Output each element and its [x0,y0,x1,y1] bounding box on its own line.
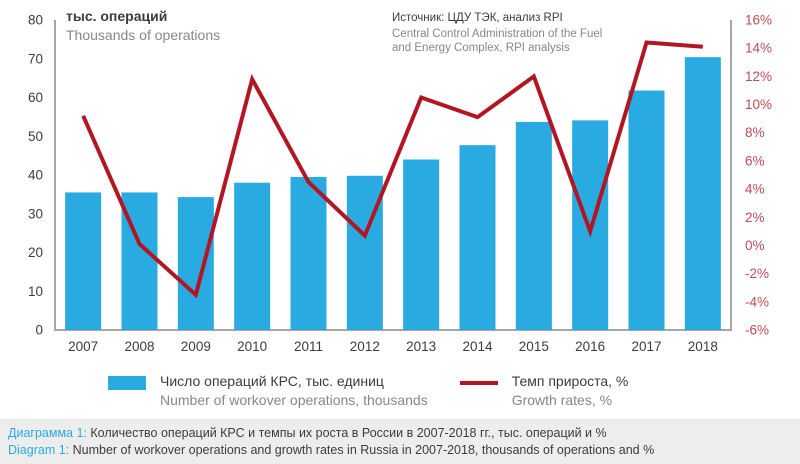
legend-texts-line: Темп прироста, % Growth rates, % [512,372,629,416]
right-axis-tick-14: 14% [745,41,772,56]
caption-ru-text: Количество операций КРС и темпы их роста… [86,426,607,440]
combo-chart-svg: 0 10 20 30 40 50 60 70 80 -6% -4% -2% 0% 2% 4% 6% 8% 10% 1… [28,13,772,355]
legend-label-bars-en: Number of workover operations, thousands [160,392,428,408]
right-axis-tick-6: 6% [745,153,765,168]
right-axis-tick-8: 8% [745,125,765,140]
right-axis-tick-12: 12% [745,69,772,84]
right-axis-tick-4: 4% [745,182,765,197]
x-label-2009: 2009 [181,339,211,354]
line-series-swatch [459,381,498,385]
legend-item-bars: Число операций КРС, тыс. единиц Number o… [108,372,428,416]
x-label-2016: 2016 [575,339,605,354]
legend-label-line-ru: Темп прироста, % [511,373,629,389]
axis-title-en: Thousands of operations [66,27,221,43]
caption-ru-label: Диаграмма 1: [8,426,87,440]
left-axis-tick-20: 20 [28,245,43,260]
legend-texts-bars: Число операций КРС, тыс. единиц Number o… [160,372,428,416]
caption-en-label: Diagram 1: [8,442,70,457]
source-ru: Источник: ЦДУ ТЭК, анализ RPI [392,12,563,24]
bar-2013 [403,159,440,330]
x-label-2017: 2017 [631,339,661,354]
caption-en-text: Number of workover operations and growth… [69,442,655,457]
axis-title-ru: тыс. операций [66,8,168,24]
legend: Число операций КРС, тыс. единиц Number o… [0,372,800,416]
x-label-2013: 2013 [406,339,436,354]
caption-band: Диаграмма 1: Количество операций КРС и т… [0,419,800,464]
right-axis-tick--6: -6% [745,323,769,338]
left-axis-tick-10: 10 [28,284,43,299]
bar-2011 [290,176,327,330]
x-label-2012: 2012 [350,339,380,354]
axis-title-block: тыс. операций Thousands of operations [66,8,220,43]
bar-2018 [684,57,721,330]
bar-2009 [177,197,214,330]
left-axis-tick-80: 80 [28,13,43,28]
left-axis-tick-50: 50 [28,129,43,144]
x-label-2014: 2014 [462,339,493,354]
left-axis-tick-30: 30 [28,206,43,221]
bar-2007 [65,192,102,330]
bar-2012 [346,175,383,330]
right-axis-tick-2: 2% [745,210,765,225]
x-label-2011: 2011 [294,339,323,354]
right-axis-tick-10: 10% [745,97,772,112]
legend-item-line: Темп прироста, % Growth rates, % [459,372,629,416]
x-label-2007: 2007 [68,339,98,354]
source-en-line2: and Energy Complex, RPI analysis [392,42,570,54]
legend-label-bars-ru: Число операций КРС, тыс. единиц [160,373,384,389]
bar-2015 [515,121,552,330]
right-axis-tick-0: 0% [745,238,765,253]
left-axis-tick-70: 70 [28,51,43,66]
caption-ru: Диаграмма 1: Количество операций КРС и т… [8,425,790,442]
left-axis-tick-40: 40 [28,168,43,183]
bar-series-swatch [108,376,146,390]
growth-rate-line [81,40,703,299]
caption-en: Diagram 1: Number of workover operations… [8,442,790,459]
right-axis-tick-16: 16% [745,13,772,28]
bar-2017 [628,90,665,331]
x-label-2015: 2015 [519,339,549,354]
x-label-2010: 2010 [237,339,267,354]
bar-2010 [234,182,271,330]
x-label-2018: 2018 [688,339,718,354]
legend-label-line-en: Growth rates, % [511,392,613,408]
x-label-2008: 2008 [124,339,154,354]
source-en-line1: Central Control Administration of the Fu… [392,28,603,40]
left-axis-tick-60: 60 [28,90,43,105]
right-axis-tick--2: -2% [745,266,769,281]
right-axis-tick--4: -4% [745,294,769,309]
source-block: Источник: ЦДУ ТЭК, анализ RPI Central Co… [392,12,602,55]
left-axis-tick-0: 0 [35,323,43,338]
chart-plot-area: 0 10 20 30 40 50 60 70 80 -6% -4% -2% 0% 2% 4% 6% 8% 10% 1… [28,8,772,355]
bar-2014 [459,145,496,330]
